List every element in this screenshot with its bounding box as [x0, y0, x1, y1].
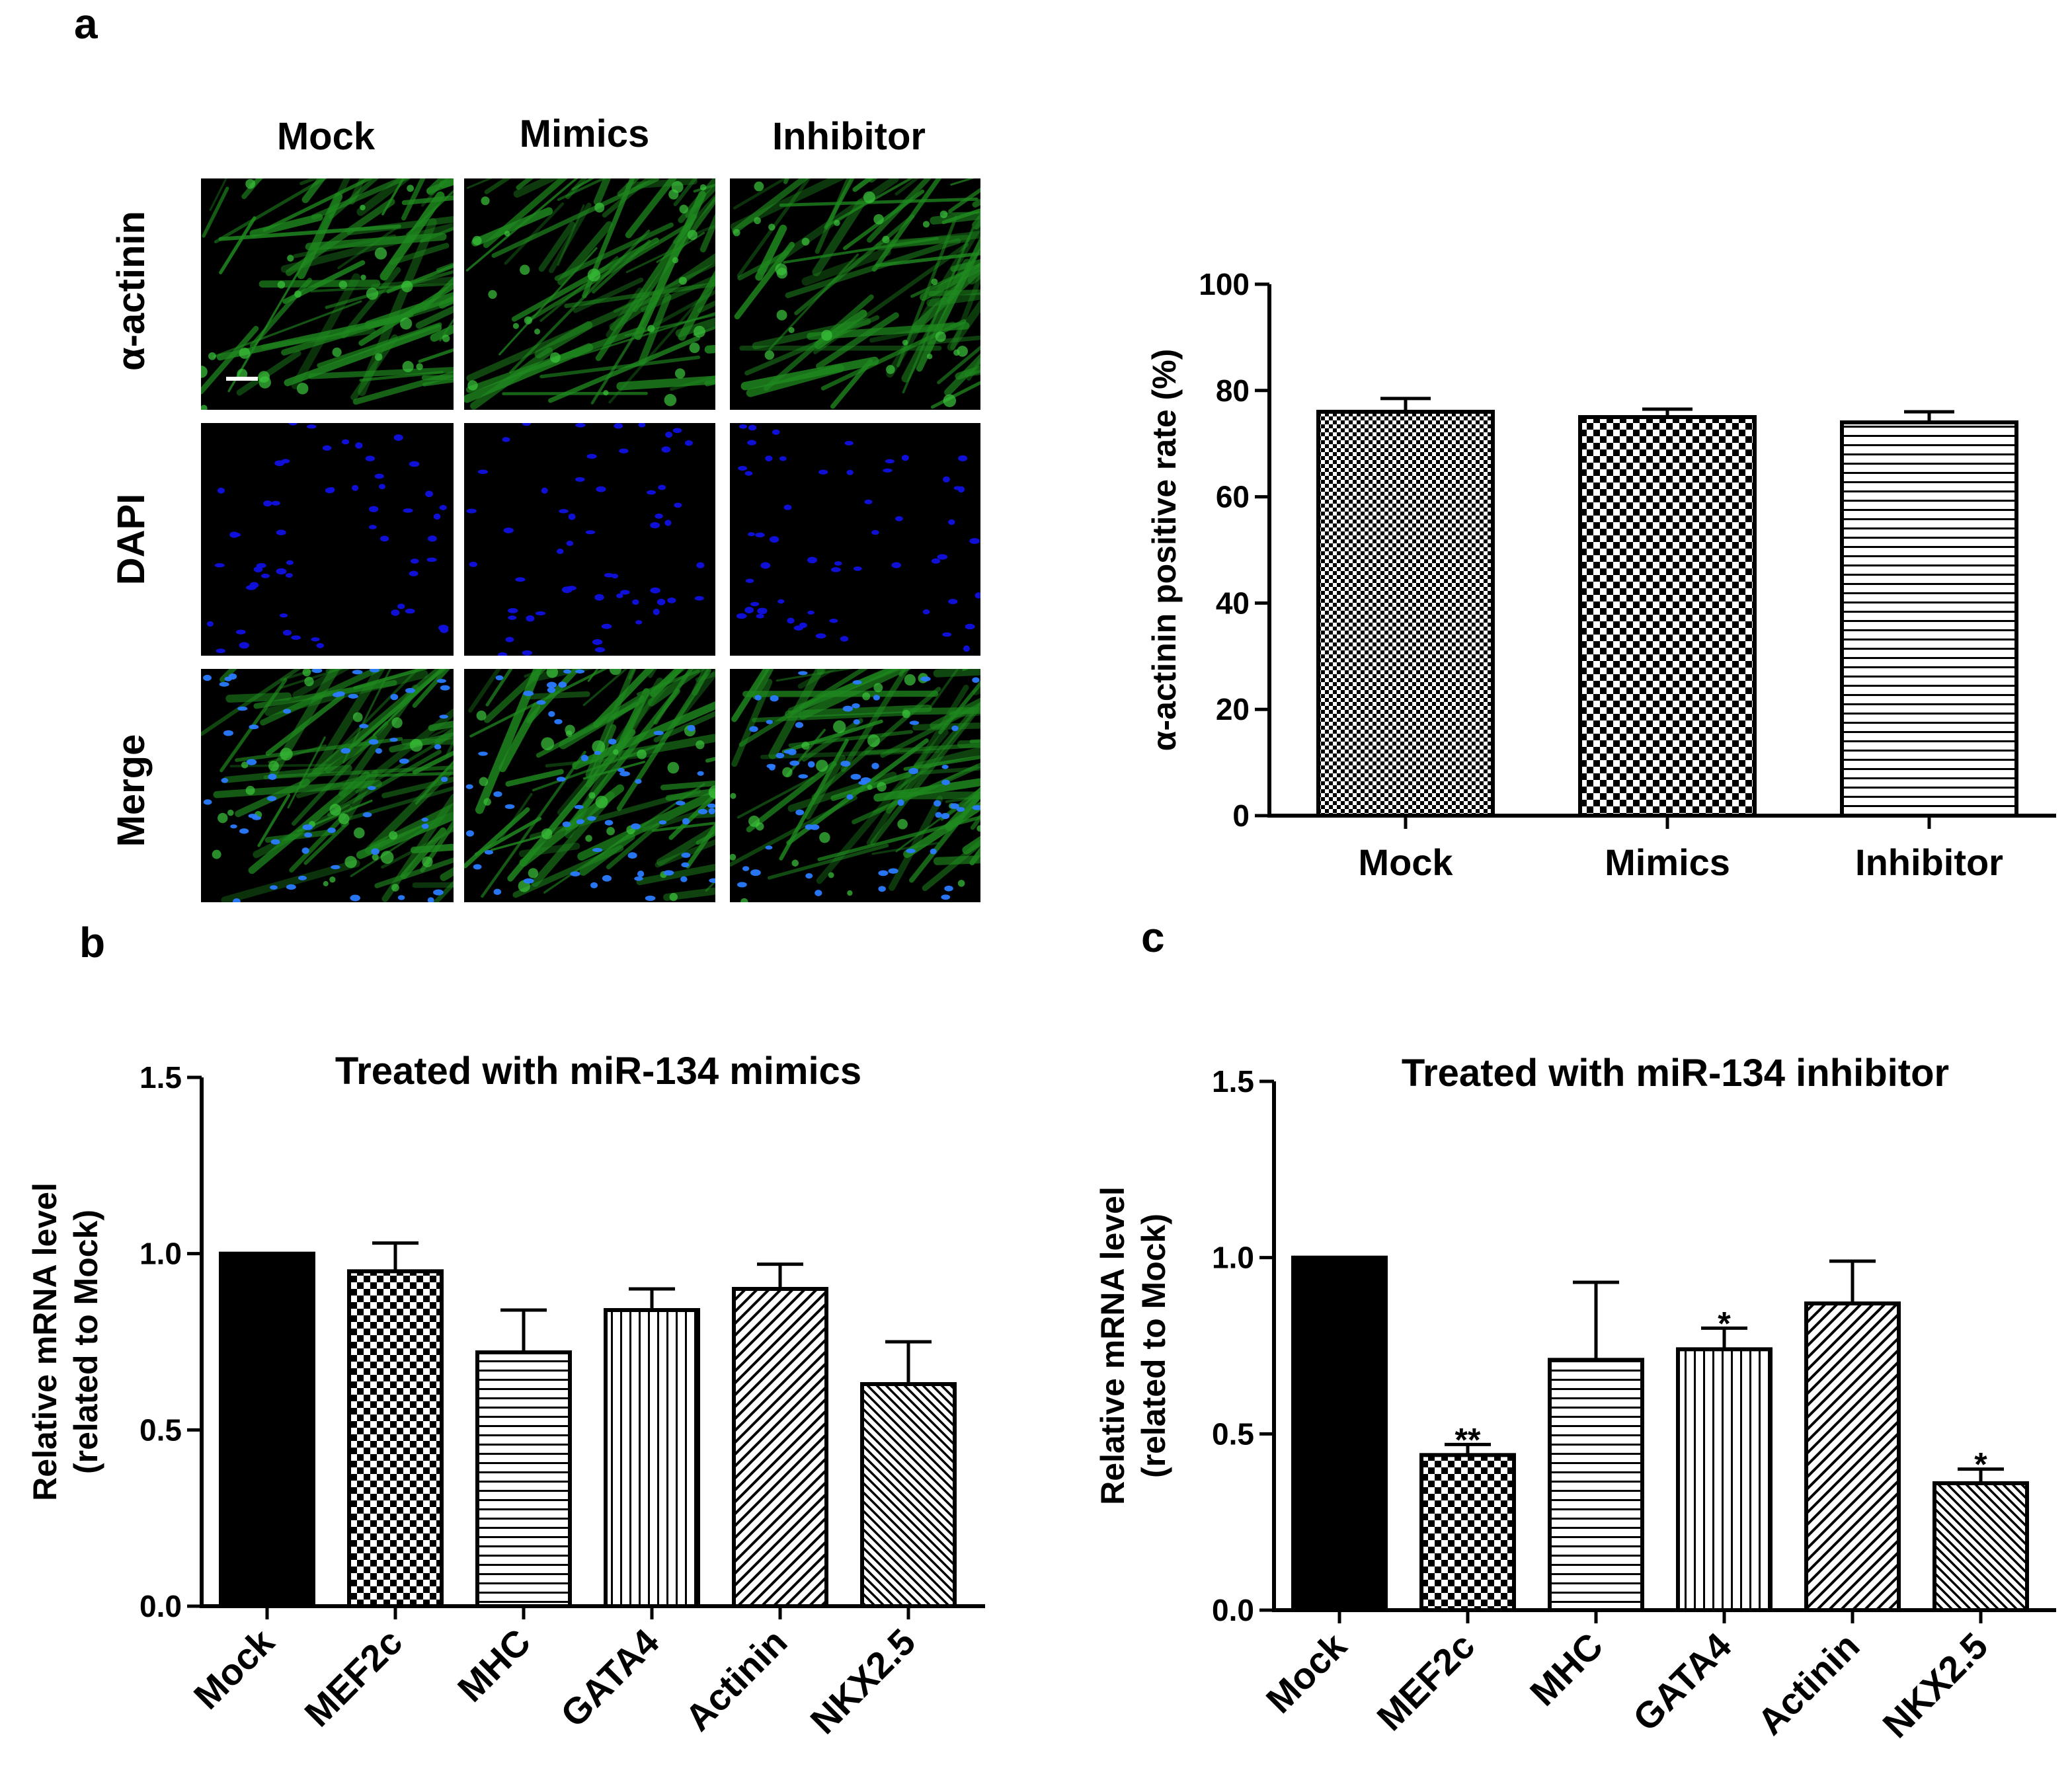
x-tick-label: GATA4 [1625, 1625, 1739, 1739]
chart-actinin-positive-rate: 0 20 40 60 80 100 Mock Mimics Inhibitor α-actinin… [1146, 267, 2056, 883]
y-tick-label: 20 [1216, 692, 1250, 726]
y-tick-label: 0.5 [1212, 1416, 1254, 1451]
micrograph-dapi-mock [201, 423, 454, 656]
x-tick-label: MEF2c [1369, 1625, 1482, 1738]
y-axis-label: α-actinin positive rate (%) [1146, 349, 1183, 752]
y-tick-label: 0.0 [139, 1589, 182, 1623]
x-tick-label: Actinin [1749, 1625, 1868, 1743]
x-tick-label: GATA4 [553, 1621, 667, 1735]
bar-mef2c [347, 1269, 444, 1609]
significance-marker: ** [1455, 1421, 1481, 1458]
significance-marker: * [1974, 1446, 1987, 1483]
micrograph-row-label-actinin: α-actinin [110, 211, 153, 371]
y-axis-label: (related to Mock) [1135, 1214, 1172, 1478]
x-tick-label: NKX2.5 [802, 1621, 923, 1742]
bar-mock [219, 1251, 315, 1608]
x-tick-label: Mock [1258, 1624, 1355, 1721]
micrograph-dapi-inhibitor [730, 423, 980, 656]
significance-marker: * [1718, 1305, 1731, 1342]
y-tick-label: 80 [1216, 373, 1250, 408]
y-axis-label: Relative mRNA level [1094, 1186, 1131, 1505]
chart-mimics-mrna: 0.0 0.5 1.0 1.5 Mock MEF2c MHC GATA4 Actinin NKX2… [26, 1050, 985, 1742]
y-tick-label: 100 [1199, 267, 1250, 301]
micrograph-col-label-mock: Mock [277, 115, 376, 158]
x-tick-label: MHC [1522, 1625, 1611, 1714]
x-tick-label: Mock [186, 1620, 282, 1717]
scale-bar [226, 377, 258, 381]
bar-nkx2-5 [860, 1382, 957, 1608]
bar-actinin [1804, 1301, 1901, 1612]
micrograph-merge-mock [201, 669, 454, 902]
x-tick-label: Mock [1358, 841, 1453, 883]
micrograph-row-label-dapi: DAPI [110, 494, 153, 586]
y-tick-label: 0.0 [1212, 1593, 1254, 1627]
micrograph-actinin-inhibitor [730, 178, 980, 410]
micrograph-col-label-inhibitor: Inhibitor [772, 115, 926, 158]
x-tick-label: Mimics [1605, 841, 1730, 883]
y-tick-label: 60 [1216, 480, 1250, 514]
micrograph-merge-inhibitor [730, 669, 980, 902]
x-tick-label: MHC [450, 1621, 539, 1710]
chart-title: Treated with miR-134 inhibitor [1402, 1052, 1949, 1095]
y-axis-label: (related to Mock) [67, 1210, 104, 1474]
micrograph-col-label-mimics: Mimics [520, 112, 650, 155]
y-tick-label: 1.0 [139, 1237, 182, 1271]
x-tick-label: MEF2c [296, 1621, 410, 1734]
bar-mimics [1578, 415, 1757, 818]
micrograph-dapi-mimics [464, 423, 715, 656]
bar-inhibitor [1840, 420, 2018, 818]
panel-letter-a: a [74, 0, 98, 48]
bar-mef2c [1419, 1453, 1516, 1612]
bar-mock [1291, 1255, 1388, 1612]
y-tick-label: 1.5 [139, 1060, 182, 1095]
micrograph-merge-mimics [464, 669, 715, 902]
chart-inhibitor-mrna: 0.0 0.5 1.0 1.5 Mock MEF2c ** MHC GATA4 * Actinin N… [1094, 1052, 2056, 1746]
bar-actinin [732, 1287, 828, 1608]
bar-gata4 [1676, 1347, 1773, 1613]
y-tick-label: 0.5 [139, 1413, 182, 1447]
panel-letter-c: c [1141, 913, 1165, 961]
y-axis-label: Relative mRNA level [26, 1182, 63, 1501]
y-tick-label: 40 [1216, 586, 1250, 620]
micrograph-row-label-merge: Merge [110, 734, 153, 847]
bar-nkx2-5 [1933, 1481, 2029, 1612]
bar-mhc [1548, 1358, 1644, 1612]
chart-title: Treated with miR-134 mimics [335, 1050, 861, 1093]
x-tick-label: NKX2.5 [1874, 1625, 1995, 1746]
micrograph-actinin-mimics [464, 178, 715, 410]
bar-mhc [475, 1350, 572, 1608]
micrograph-grid [201, 178, 980, 902]
y-tick-label: 0 [1232, 798, 1250, 833]
bar-mock [1316, 409, 1495, 818]
bar-gata4 [604, 1308, 700, 1608]
micrograph-actinin-mock [201, 178, 454, 410]
x-tick-label: Inhibitor [1855, 841, 2003, 883]
y-tick-label: 1.5 [1212, 1064, 1254, 1099]
panel-letter-b: b [79, 919, 105, 966]
x-tick-label: Actinin [677, 1621, 795, 1739]
y-tick-label: 1.0 [1212, 1241, 1254, 1275]
